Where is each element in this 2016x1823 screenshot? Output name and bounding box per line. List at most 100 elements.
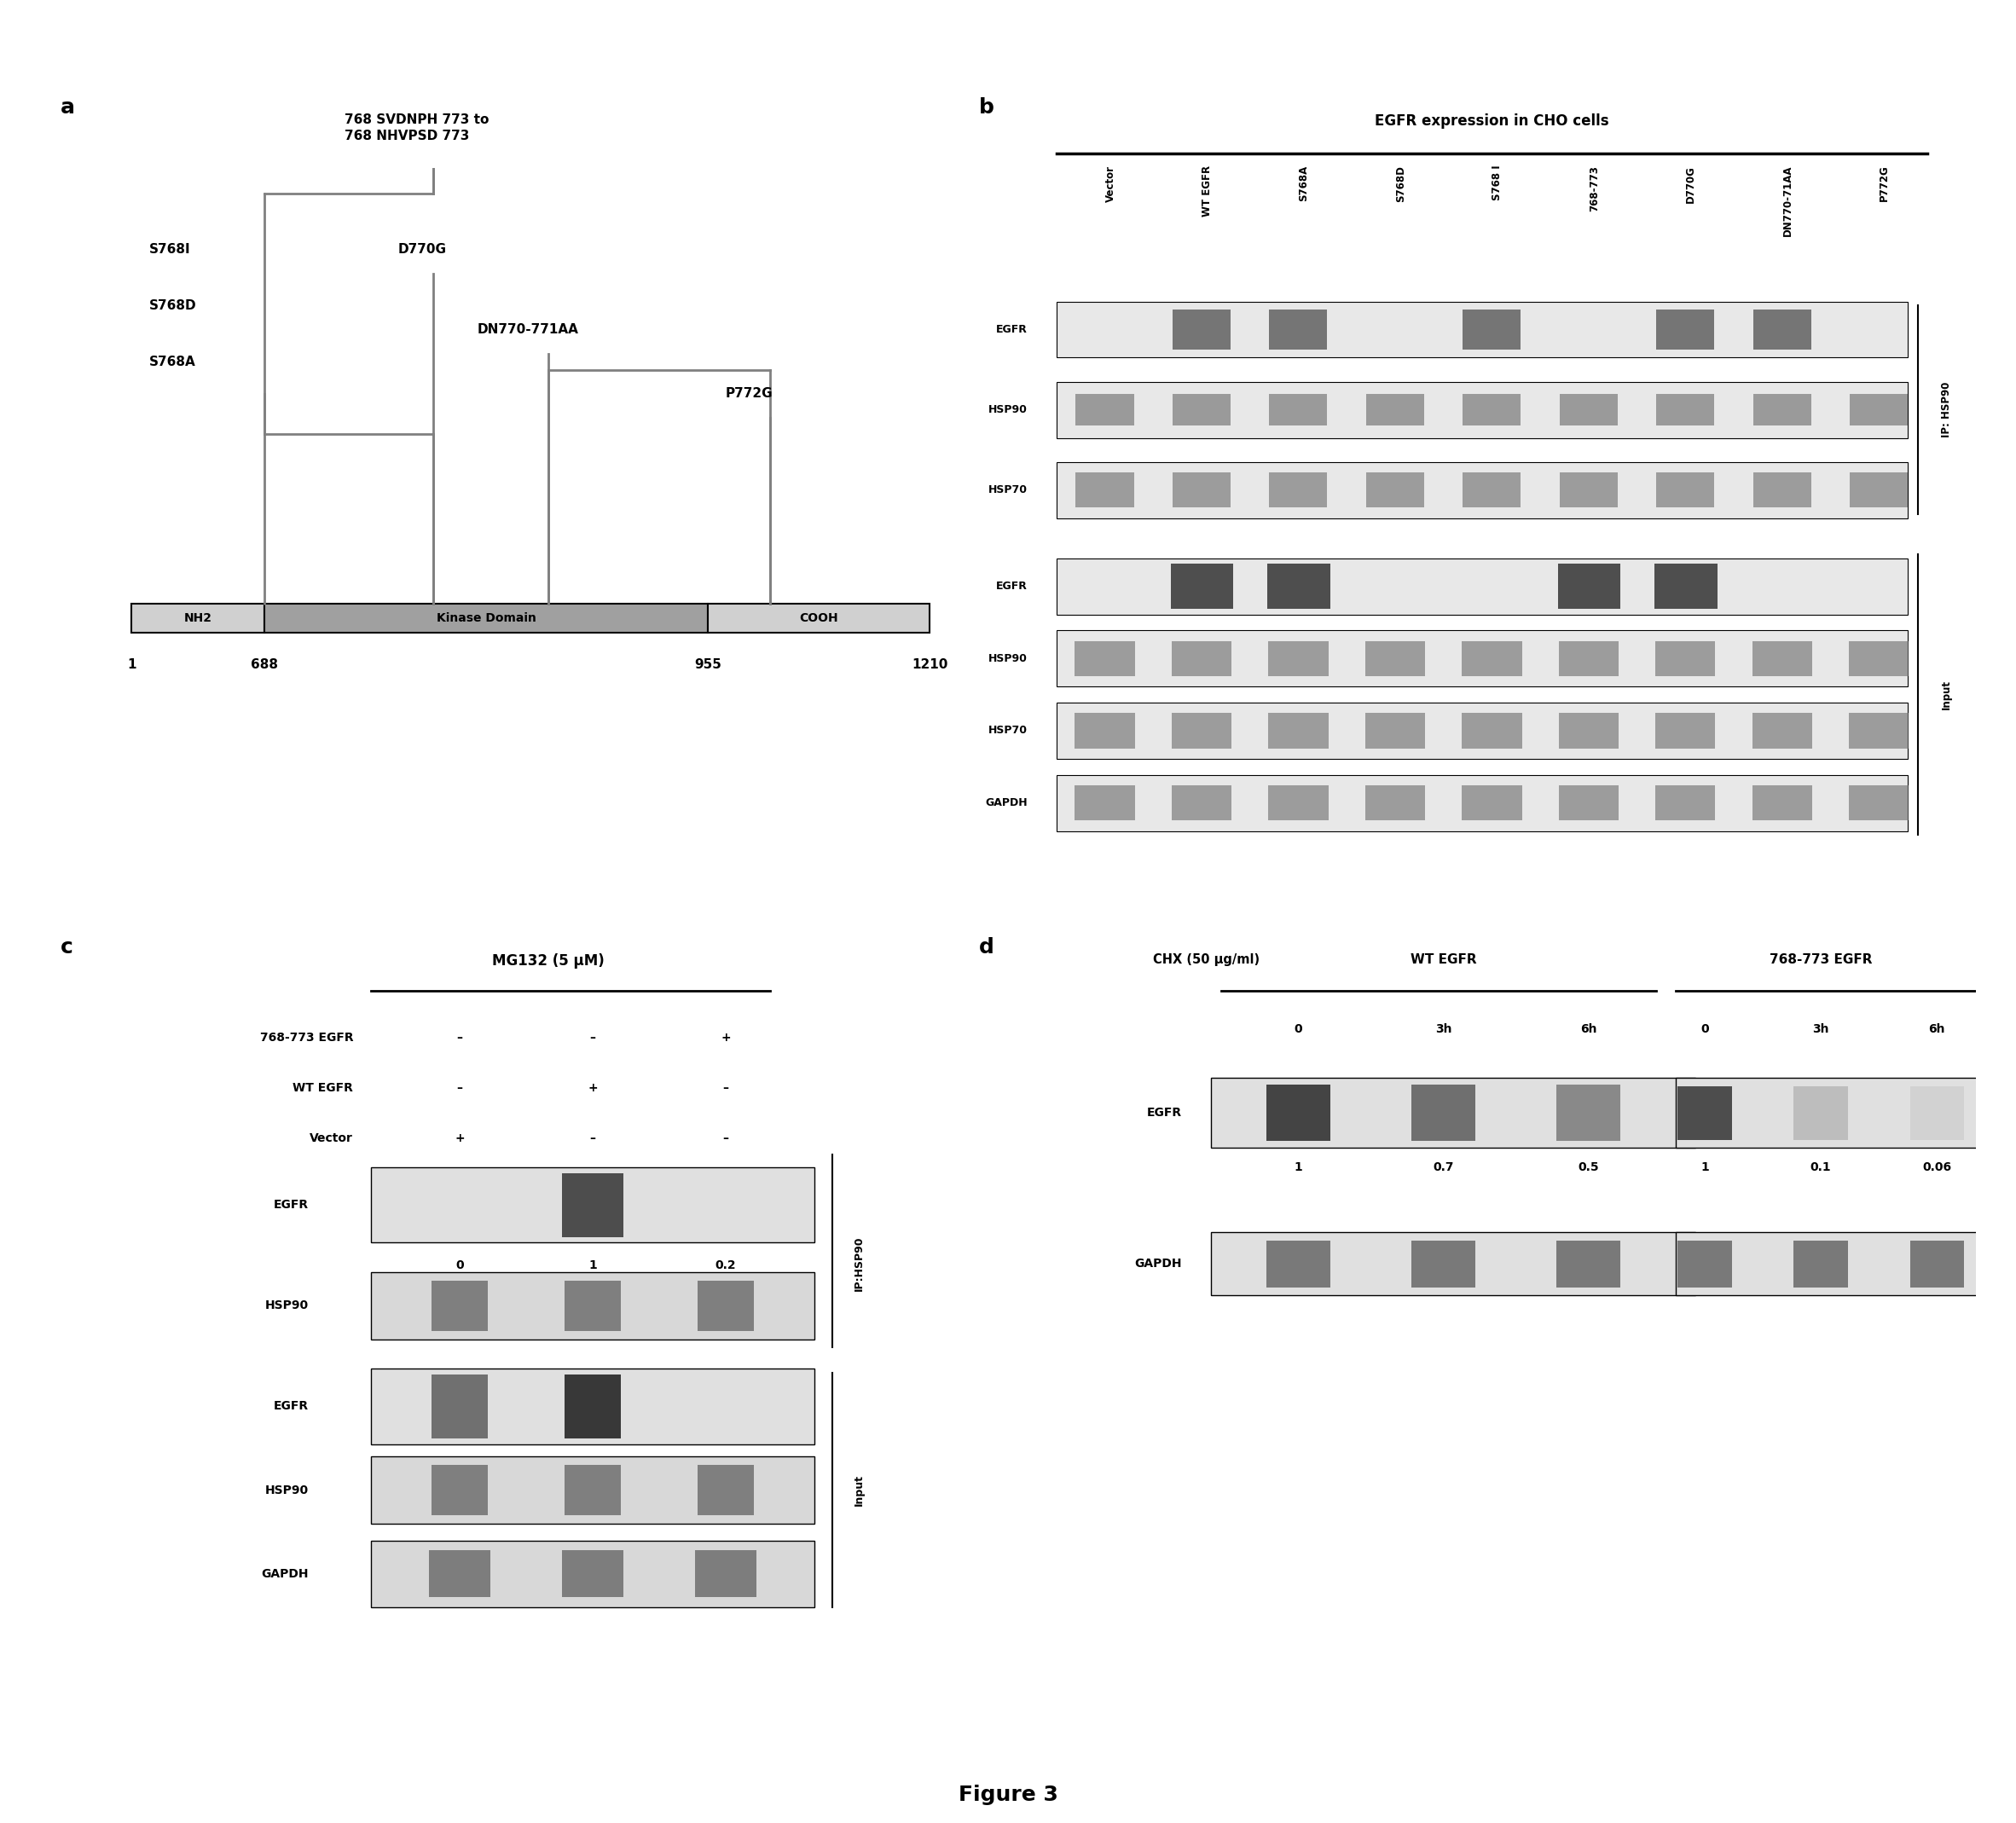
Bar [562, 1551, 623, 1597]
Bar [1754, 310, 1810, 350]
Bar [564, 1466, 621, 1515]
Bar [371, 1369, 814, 1444]
Text: 0.1: 0.1 [1810, 1161, 1831, 1174]
Bar [1268, 642, 1329, 676]
Bar [1270, 472, 1327, 507]
Text: HSP90: HSP90 [266, 1484, 308, 1497]
Bar [1171, 563, 1234, 609]
Text: HSP70: HSP70 [988, 726, 1028, 736]
Bar [1056, 301, 1907, 357]
Bar [1794, 1087, 1849, 1139]
Bar [1464, 472, 1520, 507]
Text: P772G: P772G [726, 386, 774, 401]
Text: 1210: 1210 [911, 658, 948, 671]
Bar [1056, 631, 1907, 687]
Bar [1171, 786, 1232, 820]
Text: 768-773 EGFR: 768-773 EGFR [1770, 953, 1873, 966]
Text: IP:HSP90: IP:HSP90 [853, 1236, 865, 1291]
Text: WT EGFR: WT EGFR [1202, 166, 1212, 217]
Bar [1056, 702, 1907, 758]
Bar [431, 1466, 488, 1515]
Text: 1: 1 [127, 658, 135, 671]
Bar [371, 1457, 814, 1524]
Bar [1212, 1077, 1695, 1148]
Bar [1173, 310, 1230, 350]
Text: –: – [591, 1132, 595, 1143]
Text: –: – [591, 1032, 595, 1043]
Text: DN770-771AA: DN770-771AA [478, 323, 579, 335]
Bar [1851, 394, 1907, 427]
Bar [1171, 642, 1232, 676]
Bar [1075, 786, 1135, 820]
Text: 1: 1 [1294, 1161, 1302, 1174]
Bar [1212, 1232, 1695, 1296]
Bar [1171, 713, 1232, 747]
Bar [371, 1540, 814, 1608]
Text: Vector: Vector [1105, 166, 1115, 202]
Text: b: b [980, 97, 994, 117]
Text: EGFR: EGFR [274, 1200, 308, 1210]
Text: 3h: 3h [1812, 1023, 1829, 1035]
Bar [371, 1272, 814, 1340]
Text: 3h: 3h [1435, 1023, 1452, 1035]
Bar [1657, 472, 1714, 507]
Text: Figure 3: Figure 3 [958, 1785, 1058, 1805]
Bar [1462, 642, 1522, 676]
Bar [1056, 381, 1907, 438]
Text: IP: HSP90: IP: HSP90 [1941, 383, 1951, 438]
Text: Input: Input [1941, 680, 1951, 709]
Text: 955: 955 [694, 658, 722, 671]
Text: EGFR: EGFR [996, 582, 1028, 592]
Text: –: – [724, 1132, 728, 1143]
Bar [1752, 642, 1812, 676]
Text: NH2: NH2 [183, 613, 212, 623]
Text: P772G: P772G [1879, 166, 1889, 202]
Text: d: d [980, 937, 994, 957]
Bar [1655, 642, 1716, 676]
Bar [1556, 1085, 1621, 1141]
Bar [1056, 461, 1907, 518]
Bar [1365, 642, 1425, 676]
Bar [1558, 563, 1621, 609]
Bar [371, 1167, 814, 1243]
Bar [1077, 394, 1133, 427]
Bar [1365, 786, 1425, 820]
Text: HSP90: HSP90 [988, 653, 1028, 664]
Text: EGFR expression in CHO cells: EGFR expression in CHO cells [1375, 113, 1609, 128]
Bar [1266, 1085, 1331, 1141]
Bar [1677, 1087, 1732, 1139]
Bar [698, 1466, 754, 1515]
Bar [1909, 1087, 1964, 1139]
Text: –: – [458, 1081, 462, 1094]
Bar [1560, 394, 1617, 427]
Text: COOH: COOH [800, 613, 839, 623]
Text: c: c [60, 937, 73, 957]
Bar [1849, 786, 1909, 820]
Text: 0.7: 0.7 [1433, 1161, 1454, 1174]
Bar [431, 1375, 488, 1438]
Bar [562, 1174, 623, 1236]
Bar [1754, 394, 1810, 427]
Text: 1: 1 [1702, 1161, 1710, 1174]
Text: S768A: S768A [149, 355, 196, 368]
Bar [1266, 1240, 1331, 1287]
Text: –: – [458, 1032, 462, 1043]
Bar [1752, 713, 1812, 747]
Text: GAPDH: GAPDH [262, 1568, 308, 1581]
Text: CHX (50 μg/ml): CHX (50 μg/ml) [1153, 953, 1260, 966]
Text: Kinase Domain: Kinase Domain [435, 613, 536, 623]
Bar [696, 1551, 756, 1597]
Text: 768-773 EGFR: 768-773 EGFR [260, 1032, 353, 1043]
Bar [1909, 1240, 1964, 1287]
Text: 6h: 6h [1929, 1023, 1945, 1035]
Bar [1268, 713, 1329, 747]
Text: WT EGFR: WT EGFR [292, 1081, 353, 1094]
Bar [1075, 713, 1135, 747]
Bar [1365, 713, 1425, 747]
Text: 0: 0 [1702, 1023, 1710, 1035]
Text: D770G: D770G [1685, 166, 1695, 202]
Text: EGFR: EGFR [996, 324, 1028, 335]
Text: 768-773: 768-773 [1589, 166, 1599, 211]
Bar [1462, 786, 1522, 820]
Text: Input: Input [853, 1475, 865, 1506]
